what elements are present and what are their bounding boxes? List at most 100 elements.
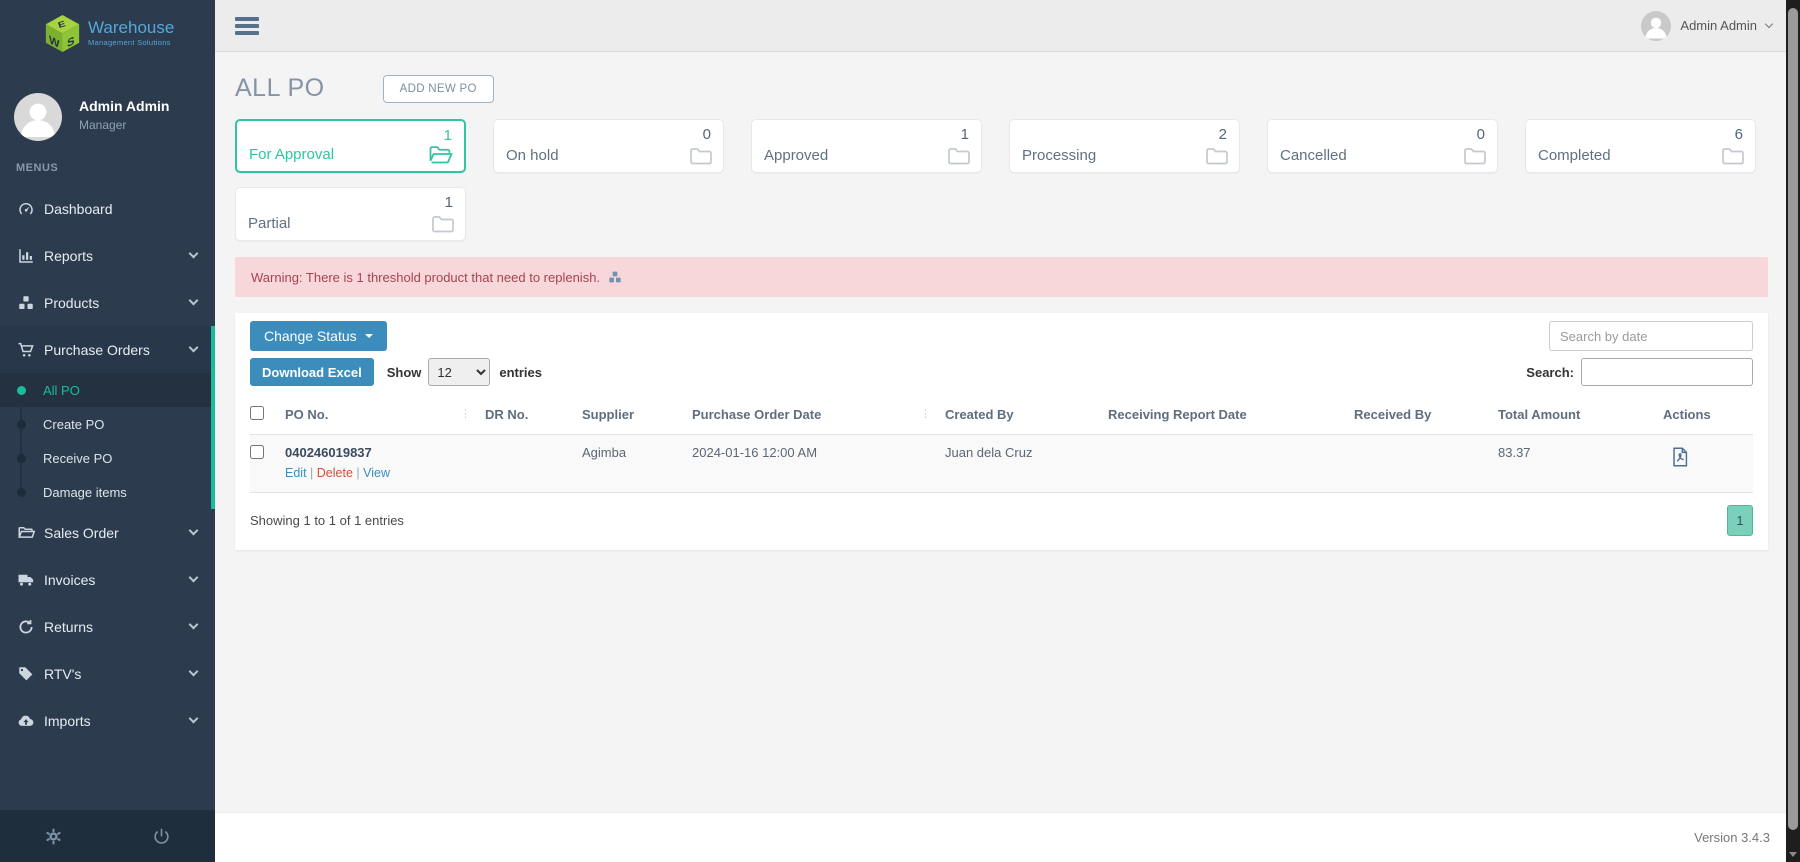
version-text: Version 3.4.3 bbox=[1694, 830, 1770, 845]
po-table-panel: Change Status Download Excel Show 12 ent… bbox=[235, 313, 1768, 550]
status-card-for-approval[interactable]: 1 For Approval bbox=[235, 119, 466, 173]
svg-text:W: W bbox=[49, 32, 60, 51]
card-label: Completed bbox=[1538, 147, 1611, 164]
svg-text:E: E bbox=[57, 19, 67, 30]
status-card-on-hold[interactable]: 0 On hold bbox=[493, 119, 724, 173]
topbar-user-name: Admin Admin bbox=[1680, 18, 1757, 33]
sidebar-item-label: Reports bbox=[44, 247, 94, 264]
page-title: ALL PO bbox=[235, 74, 325, 102]
col-header-dr-no[interactable]: DR No. bbox=[485, 398, 582, 435]
sidebar-item-imports[interactable]: Imports bbox=[0, 697, 215, 744]
scrollbar-down-arrow-icon[interactable] bbox=[1789, 852, 1797, 857]
sidebar-item-products[interactable]: Products bbox=[0, 279, 215, 326]
col-header-created-by[interactable]: Created By bbox=[945, 398, 1108, 435]
cubes-icon bbox=[17, 294, 44, 312]
sidebar-item-sales-order[interactable]: Sales Order bbox=[0, 509, 215, 556]
card-count: 1 bbox=[960, 126, 969, 143]
show-label: Show bbox=[386, 364, 422, 380]
sort-icon: ⋮ bbox=[460, 408, 471, 420]
folder-open-icon bbox=[428, 144, 454, 165]
entries-label: entries bbox=[499, 364, 543, 380]
status-card-processing[interactable]: 2 Processing bbox=[1009, 119, 1240, 173]
edit-link[interactable]: Edit bbox=[285, 466, 307, 480]
profile-name: Admin Admin bbox=[79, 98, 170, 114]
sidebar-item-purchase-orders[interactable]: Purchase Orders bbox=[0, 326, 215, 373]
brand-name: Warehouse bbox=[88, 18, 175, 38]
sidebar-subitem-receive-po[interactable]: Receive PO bbox=[0, 441, 215, 475]
folder-icon bbox=[431, 214, 455, 234]
cell-total-amount: 83.37 bbox=[1498, 434, 1663, 493]
pdf-file-icon[interactable] bbox=[1669, 445, 1691, 469]
sidebar-subitem-all-po[interactable]: All PO bbox=[0, 373, 215, 407]
hamburger-menu-icon[interactable] bbox=[235, 14, 259, 38]
col-header-supplier[interactable]: Supplier bbox=[582, 398, 692, 435]
topbar: Admin Admin bbox=[215, 0, 1800, 52]
status-card-cancelled[interactable]: 0 Cancelled bbox=[1267, 119, 1498, 173]
status-card-completed[interactable]: 6 Completed bbox=[1525, 119, 1756, 173]
search-input[interactable] bbox=[1581, 358, 1753, 386]
subitem-label: All PO bbox=[43, 382, 80, 398]
active-section-accent-bar bbox=[211, 326, 215, 509]
sidebar-subitem-damage-items[interactable]: Damage items bbox=[0, 475, 215, 509]
sidebar-nav: Dashboard Reports Products Pu bbox=[0, 185, 215, 810]
folder-icon bbox=[947, 146, 971, 166]
cell-created-by: Juan dela Cruz bbox=[945, 434, 1108, 493]
card-label: For Approval bbox=[249, 146, 335, 163]
status-card-approved[interactable]: 1 Approved bbox=[751, 119, 982, 173]
col-header-total-amount[interactable]: Total Amount bbox=[1498, 398, 1663, 435]
svg-text:S: S bbox=[67, 33, 74, 50]
sidebar-section-label: MENUS bbox=[16, 162, 59, 174]
col-header-actions: Actions bbox=[1663, 398, 1753, 435]
cubes-icon[interactable] bbox=[607, 269, 623, 285]
col-header-po-no[interactable]: PO No. ⋮ bbox=[285, 398, 485, 435]
card-label: Processing bbox=[1022, 147, 1097, 164]
page-footer: Version 3.4.3 bbox=[215, 812, 1800, 862]
sidebar-item-rtvs[interactable]: RTV's bbox=[0, 650, 215, 697]
delete-link[interactable]: Delete bbox=[316, 466, 353, 480]
gear-icon[interactable] bbox=[44, 827, 63, 846]
bar-chart-icon bbox=[17, 247, 44, 265]
sidebar-item-dashboard[interactable]: Dashboard bbox=[0, 185, 215, 232]
card-count: 1 bbox=[443, 127, 452, 144]
card-label: Approved bbox=[764, 147, 829, 164]
pagination-page-1-button[interactable]: 1 bbox=[1727, 505, 1753, 536]
card-count: 2 bbox=[1218, 126, 1227, 143]
shopping-cart-icon bbox=[17, 341, 44, 359]
row-checkbox[interactable] bbox=[250, 445, 264, 459]
status-card-partial[interactable]: 1 Partial bbox=[235, 187, 466, 241]
sidebar: E W S Warehouse Management Solutions Adm… bbox=[0, 0, 215, 862]
col-header-receiving-report-date[interactable]: Receiving Report Date bbox=[1108, 398, 1354, 435]
sidebar-profile: Admin Admin Manager bbox=[14, 93, 215, 141]
col-header-received-by[interactable]: Received By bbox=[1354, 398, 1498, 435]
bullet-dot-icon bbox=[17, 487, 26, 497]
bullet-dot-icon bbox=[17, 419, 26, 429]
sidebar-item-label: Sales Order bbox=[44, 524, 119, 541]
subitem-label: Receive PO bbox=[43, 450, 113, 466]
warning-banner: Warning: There is 1 threshold product th… bbox=[235, 257, 1768, 297]
truck-icon bbox=[17, 571, 44, 589]
power-icon[interactable] bbox=[152, 827, 171, 846]
sidebar-item-returns[interactable]: Returns bbox=[0, 603, 215, 650]
sidebar-item-reports[interactable]: Reports bbox=[0, 232, 215, 279]
card-label: Cancelled bbox=[1280, 147, 1347, 164]
sidebar-subitem-create-po[interactable]: Create PO bbox=[0, 407, 215, 441]
search-by-date-input[interactable] bbox=[1549, 321, 1753, 351]
change-status-button[interactable]: Change Status bbox=[250, 321, 387, 351]
bullet-dot-icon bbox=[17, 453, 26, 463]
profile-role: Manager bbox=[79, 118, 127, 132]
link-separator: | bbox=[356, 466, 364, 480]
add-new-po-button[interactable]: ADD NEW PO bbox=[382, 74, 494, 103]
view-link[interactable]: View bbox=[363, 466, 390, 480]
download-excel-button[interactable]: Download Excel bbox=[250, 358, 374, 386]
scrollbar-thumb[interactable] bbox=[1788, 8, 1798, 830]
page-length-select[interactable]: 12 bbox=[428, 358, 491, 386]
col-header-po-date[interactable]: Purchase Order Date ⋮ bbox=[692, 398, 945, 435]
topbar-user-menu[interactable]: Admin Admin bbox=[1641, 10, 1774, 41]
select-all-checkbox[interactable] bbox=[250, 406, 264, 420]
cell-po-date: 2024-01-16 12:00 AM bbox=[692, 434, 945, 493]
warning-text: Warning: There is 1 threshold product th… bbox=[251, 269, 601, 285]
sidebar-item-invoices[interactable]: Invoices bbox=[0, 556, 215, 603]
sidebar-item-label: Invoices bbox=[44, 571, 96, 588]
vertical-scrollbar[interactable] bbox=[1786, 0, 1800, 862]
